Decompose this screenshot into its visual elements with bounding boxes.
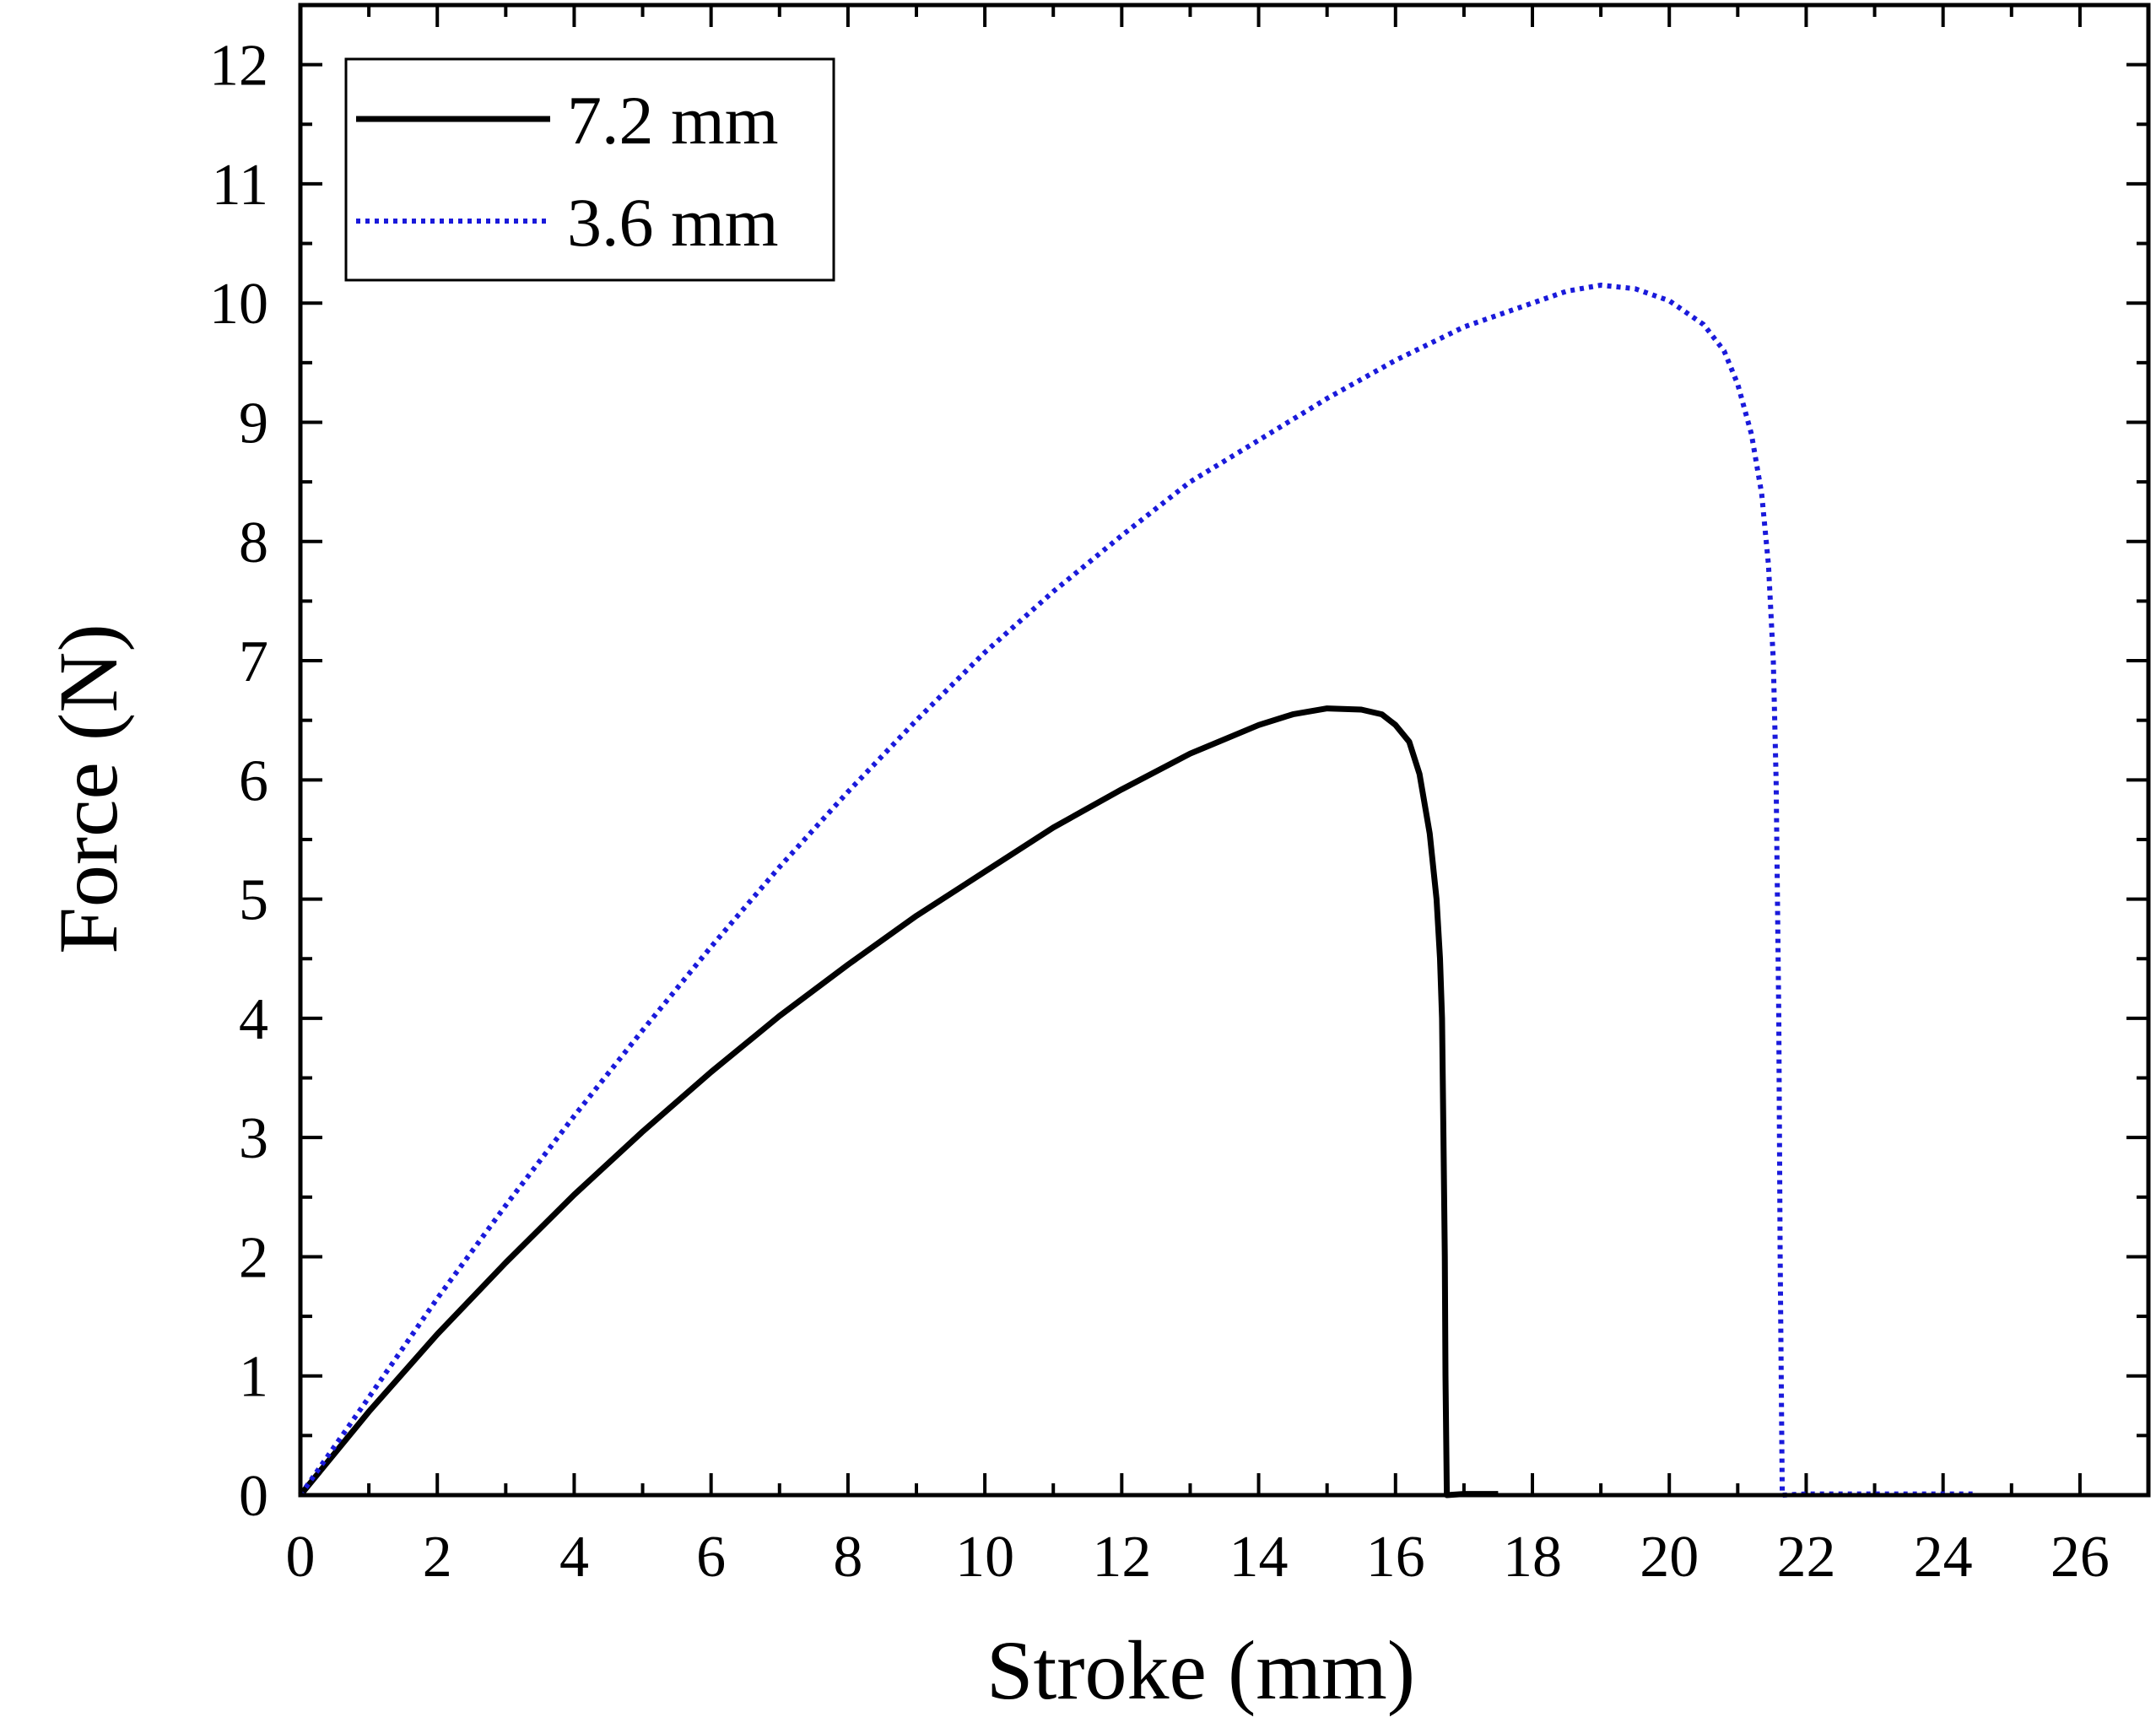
plot-frame (298, 3, 2151, 1498)
y-axis-title: Force (N) (41, 624, 135, 954)
y-tick-label: 3 (239, 1106, 268, 1171)
y-tick-label: 1 (239, 1345, 268, 1410)
x-tick-label: 16 (1366, 1525, 1425, 1590)
y-tick-label: 8 (239, 510, 268, 575)
x-tick-label: 14 (1229, 1525, 1289, 1590)
legend-label-3-6-mm: 3.6 mm (567, 184, 779, 261)
x-tick-label: 26 (2051, 1525, 2110, 1590)
y-tick-label: 4 (239, 987, 268, 1052)
x-tick-label: 10 (955, 1525, 1014, 1590)
y-tick-label: 12 (209, 34, 268, 99)
y-tick-label: 5 (239, 868, 268, 933)
y-tick-label: 10 (209, 272, 268, 337)
y-tick-label: 11 (212, 153, 268, 218)
y-tick-label: 6 (239, 748, 268, 813)
x-tick-label: 0 (286, 1525, 316, 1590)
x-tick-label: 4 (559, 1525, 589, 1590)
x-tick-label: 22 (1776, 1525, 1835, 1590)
y-tick-label: 9 (239, 391, 268, 456)
x-tick-label: 24 (1914, 1525, 1973, 1590)
x-tick-label: 12 (1092, 1525, 1151, 1590)
series-line-7-2-mm (298, 705, 1499, 1498)
legend-box (344, 57, 835, 282)
series-layer (298, 283, 1978, 1498)
x-tick-label: 18 (1503, 1525, 1562, 1590)
x-tick-label: 20 (1640, 1525, 1699, 1590)
x-tick-label: 6 (696, 1525, 726, 1590)
x-tick-label: 8 (833, 1525, 862, 1590)
y-tick-label: 0 (239, 1464, 268, 1529)
legend-label-7-2-mm: 7.2 mm (567, 82, 779, 159)
x-axis-title: Stroke (mm) (986, 1623, 1415, 1717)
y-tick-label: 2 (239, 1225, 268, 1290)
x-tick-label: 2 (423, 1525, 452, 1590)
legend: 7.2 mm 3.6 mm (344, 57, 835, 282)
x-tick-labels: 0 2 4 6 8 10 12 14 16 18 20 22 24 26 (286, 1525, 2110, 1590)
series-line-3-6-mm (298, 283, 1978, 1498)
y-tick-label: 7 (239, 629, 268, 694)
